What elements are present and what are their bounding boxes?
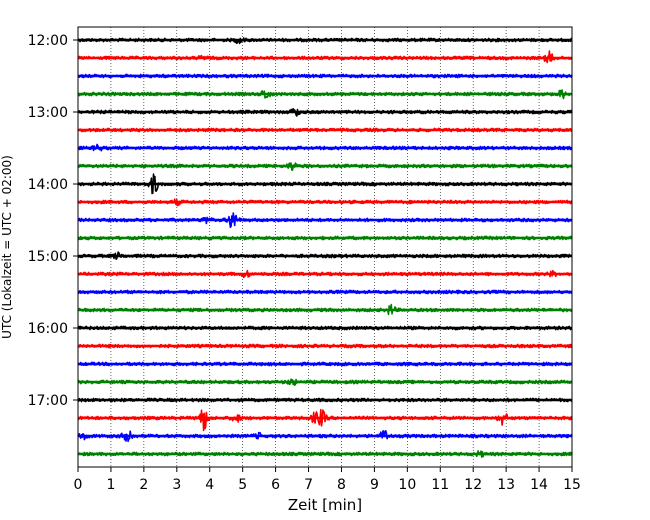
x-tick-label: 11	[431, 477, 449, 493]
x-tick-label: 4	[205, 477, 214, 493]
x-tick-label: 10	[398, 477, 416, 493]
x-tick-label: 5	[238, 477, 247, 493]
x-axis: 0 1 2 3 4 5 6 7 8 9 10 11 12 13 14 15	[74, 467, 581, 493]
y-axis-label: UTC (Lokalzeit = UTC + 02:00)	[0, 155, 14, 339]
traces	[77, 37, 573, 458]
x-tick-label: 7	[304, 477, 313, 493]
x-tick-label: 13	[497, 477, 515, 493]
y-tick-label: 12:00	[28, 33, 68, 49]
plot-frame	[77, 26, 573, 468]
y-tick-label: 13:00	[28, 105, 68, 121]
y-axis: 12:00 13:00 14:00 15:00 16:00 17:00	[28, 33, 78, 409]
x-tick-label: 0	[74, 477, 83, 493]
x-tick-label: 8	[337, 477, 346, 493]
x-tick-label: 6	[271, 477, 280, 493]
x-tick-label: 3	[172, 477, 181, 493]
y-tick-label: 17:00	[28, 393, 68, 409]
x-tick-label: 1	[106, 477, 115, 493]
x-tick-label: 2	[139, 477, 148, 493]
y-tick-label: 15:00	[28, 249, 68, 265]
x-tick-label: 12	[464, 477, 482, 493]
x-tick-label: 9	[370, 477, 379, 493]
y-tick-label: 14:00	[28, 177, 68, 193]
y-tick-label: 16:00	[28, 321, 68, 337]
x-tick-label: 15	[563, 477, 581, 493]
grid	[110, 27, 540, 467]
x-tick-label: 14	[530, 477, 548, 493]
x-axis-label: Zeit [min]	[288, 496, 362, 514]
